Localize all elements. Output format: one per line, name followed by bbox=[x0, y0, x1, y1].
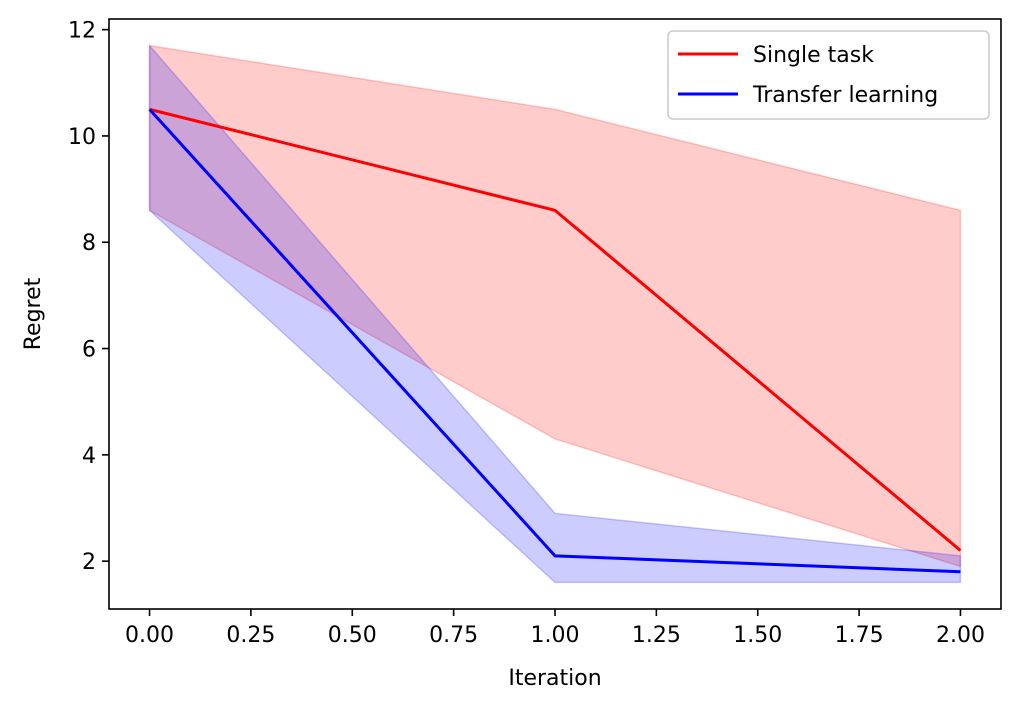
legend-label-single-task: Single task bbox=[753, 43, 874, 68]
y-tick-label: 10 bbox=[68, 125, 96, 150]
y-tick-label: 6 bbox=[82, 338, 96, 363]
x-tick-label: 0.75 bbox=[429, 623, 478, 648]
x-tick-label: 1.50 bbox=[733, 623, 782, 648]
x-tick-label: 0.50 bbox=[328, 623, 377, 648]
y-tick-label: 12 bbox=[68, 19, 96, 44]
single-task-band bbox=[148, 44, 962, 568]
x-tick-label: 1.00 bbox=[531, 623, 580, 648]
legend-label-transfer-learning: Transfer learning bbox=[752, 83, 938, 108]
transfer-learning-band bbox=[148, 43, 962, 584]
series-lines bbox=[148, 107, 962, 574]
x-tick-label: 1.25 bbox=[632, 623, 681, 648]
x-axis-title: Iteration bbox=[508, 666, 601, 691]
x-tick-label: 1.75 bbox=[835, 623, 884, 648]
y-axis-title: Regret bbox=[21, 277, 46, 350]
x-tick-label: 0.25 bbox=[226, 623, 275, 648]
y-tick-label: 4 bbox=[82, 444, 96, 469]
y-tick-label: 2 bbox=[82, 550, 96, 575]
x-axis-ticks: 0.00 0.25 0.50 0.75 1.00 1.25 1.50 1.75 2.00 bbox=[125, 609, 985, 648]
y-axis-ticks: 2 4 6 8 10 12 bbox=[68, 19, 109, 575]
x-tick-label: 0.00 bbox=[125, 623, 174, 648]
y-tick-label: 8 bbox=[82, 231, 96, 256]
x-tick-label: 2.00 bbox=[936, 623, 985, 648]
confidence-bands bbox=[148, 43, 962, 584]
legend-box bbox=[667, 30, 990, 120]
legend: Single task Transfer learning bbox=[667, 30, 990, 120]
